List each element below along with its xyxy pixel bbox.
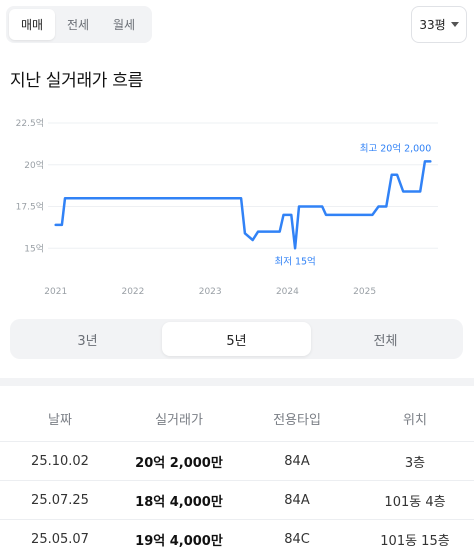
header-area-type: 전용타입: [273, 413, 321, 428]
section-divider: [0, 378, 474, 386]
tab-monthly-rent[interactable]: 월세: [112, 18, 136, 32]
header-location: 위치: [403, 413, 427, 428]
min-price-label: 최저 15억: [274, 255, 315, 267]
y-tick-label: 17.5억: [16, 201, 44, 213]
size-select-value: 33평: [419, 18, 446, 32]
table-row[interactable]: 25.10.02 20억 2,000만 84A 3층: [0, 442, 474, 481]
y-tick-label: 15억: [24, 242, 44, 254]
tab-jeonse[interactable]: 전세: [66, 18, 90, 32]
row-location: 3층: [404, 455, 426, 471]
row-price: 18억 4,000만: [135, 494, 223, 510]
section-title: 지난 실거래가 흐름: [10, 71, 143, 91]
table-row[interactable]: 25.05.07 19억 4,000만 84C 101동 15층: [0, 520, 474, 555]
row-date: 25.10.02: [31, 453, 89, 469]
table-row[interactable]: 25.07.25 18억 4,000만 84A 101동 4층: [0, 481, 474, 520]
transaction-table: 날짜 실거래가 전용타입 위치 25.10.02 20억 2,000만 84A …: [0, 396, 474, 555]
row-price: 20억 2,000만: [135, 455, 223, 471]
row-area-type: 84C: [284, 531, 310, 547]
tab-3-years[interactable]: 3년: [77, 333, 98, 349]
row-area-type: 84A: [284, 453, 310, 469]
row-price: 19억 4,000만: [135, 533, 223, 549]
row-location: 101동 4층: [384, 494, 446, 510]
x-tick-label: 2021: [44, 287, 67, 297]
x-tick-label: 2023: [199, 287, 222, 297]
y-tick-label: 22.5억: [16, 117, 44, 129]
transaction-type-tabs: 매매 전세 월세: [6, 6, 152, 43]
header-price: 실거래가: [155, 413, 203, 428]
row-date: 25.05.07: [31, 531, 89, 547]
table-header-row: 날짜 실거래가 전용타입 위치: [0, 396, 474, 442]
x-tick-label: 2025: [353, 287, 376, 297]
size-select[interactable]: 33평: [411, 6, 467, 43]
row-location: 101동 15층: [380, 533, 450, 549]
row-area-type: 84A: [284, 492, 310, 508]
series-line: [54, 160, 432, 250]
period-range-tabs: 3년 5년 전체: [10, 319, 463, 359]
row-date: 25.07.25: [31, 492, 89, 508]
tab-sale[interactable]: 매매: [9, 9, 55, 40]
tab-all[interactable]: 전체: [373, 333, 398, 349]
x-tick-label: 2022: [121, 287, 144, 297]
header-date: 날짜: [48, 413, 72, 428]
chevron-down-icon: [450, 22, 459, 27]
price-trend-chart: 22.5억 20억 17.5억 15억 2021 2022 2023 2024 2025 최고 2…: [16, 117, 438, 297]
tab-5-years[interactable]: 5년: [162, 322, 311, 356]
top-bar: 매매 전세 월세 33평: [0, 0, 474, 55]
y-tick-label: 20억: [24, 159, 44, 171]
max-price-label: 최고 20억 2,000: [360, 142, 432, 154]
x-tick-label: 2024: [276, 287, 299, 297]
